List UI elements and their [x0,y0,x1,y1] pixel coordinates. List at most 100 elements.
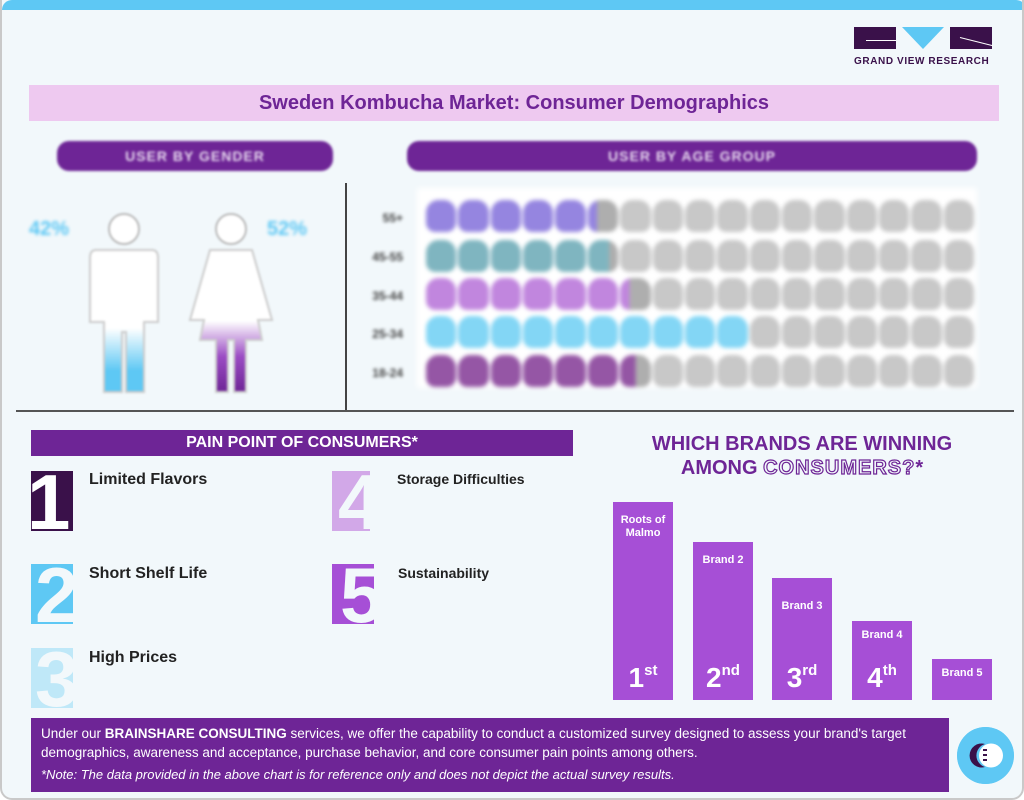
age-icon-row-35-44 [426,276,975,312]
top-accent-bar [2,0,1022,10]
person-icon [781,355,813,387]
age-label-55-plus: 55+ [382,211,403,225]
person-icon [684,200,716,232]
age-icon-row-18-24 [426,353,975,389]
pain-number-1-icon: 1 [31,471,73,531]
person-icon [749,316,780,348]
age-label-35-44: 35-44 [372,289,403,303]
pain-point-high-prices: High Prices [89,649,178,666]
footer-description: Under our BRAINSHARE CONSULTING services… [41,726,906,760]
person-icon [879,240,910,272]
person-icon [717,278,748,310]
person-icon [426,278,457,310]
brand-name-3: Brand 3 [781,600,823,612]
brand-name-1: Roots of Malmo [620,514,666,539]
person-icon [814,316,845,348]
person-icon [814,200,845,232]
person-icon [911,200,942,232]
person-icon [749,278,780,310]
brand-bar-1: Roots of Malmo 1st [613,502,673,700]
pain-number-3-icon: 3 [31,648,73,708]
gender-section-label: USER BY GENDER [57,141,333,171]
person-icon [781,240,813,272]
brands-title-consumers: CONSUMERS? [762,456,916,479]
pain-point-short-shelf-life: Short Shelf Life [89,565,208,582]
brands-title-asterisk: * [915,457,924,479]
brand-bar-2: Brand 2 2nd [693,542,753,700]
person-icon [458,316,489,348]
person-icon [652,278,683,310]
male-figure-icon [89,213,159,393]
person-icon [846,355,878,387]
person-icon [943,355,975,387]
person-icon [523,316,554,348]
person-icon [814,240,845,272]
age-label-25-34: 25-34 [372,327,403,341]
male-percentage: 42% [29,218,70,240]
person-icon [846,316,878,348]
pain-point-sustainability: Sustainability [398,565,490,581]
person-icon [426,355,457,387]
pain-point-limited-flavors: Limited Flavors [89,471,208,488]
horizontal-divider [16,410,1014,412]
person-icon [490,355,522,387]
person-icon [814,355,845,387]
age-icon-row-45-55 [426,238,975,274]
person-icon [846,278,878,310]
person-icon [620,278,651,310]
person-icon [879,200,910,232]
person-icon [846,240,878,272]
person-icon [555,240,586,272]
person-icon [879,355,910,387]
person-icon [846,200,878,232]
person-icon [523,355,554,387]
person-icon [555,355,586,387]
person-icon [943,316,975,348]
person-icon [749,355,780,387]
age-icon-row-25-34 [426,314,975,350]
person-icon [620,240,651,272]
person-icon [555,200,586,232]
pain-number-5-icon: 5 [332,564,374,624]
brainshare-consulting-text: BRAINSHARE CONSULTING [104,726,287,741]
logo-text: GRAND VIEW RESEARCH [854,56,990,67]
person-icon [749,200,780,232]
brand-rank-2: 2nd [706,662,740,693]
person-icon [458,240,489,272]
age-label-45-55: 45-55 [372,250,403,264]
person-icon [555,316,586,348]
brand-name-5: Brand 5 [941,667,983,679]
page-title: Sweden Kombucha Market: Consumer Demogra… [258,92,770,114]
age-label-18-24: 18-24 [372,366,403,380]
age-icon-row-55-plus [426,198,975,234]
person-icon [684,355,716,387]
person-icon [781,316,813,348]
brands-title: WHICH BRANDS ARE WINNING AMONG CONSUMERS… [612,432,992,480]
person-icon [458,355,489,387]
person-icon [426,240,457,272]
person-icon [587,200,619,232]
person-icon [684,278,716,310]
pain-points-title: PAIN POINT OF CONSUMERS* [31,430,573,456]
person-icon [911,355,942,387]
person-icon [879,278,910,310]
person-icon [781,278,813,310]
person-icon [490,316,522,348]
brand-rank-3: 3rd [786,662,818,693]
person-icon [555,278,586,310]
person-icon [587,240,619,272]
person-icon [911,240,942,272]
person-icon [652,355,683,387]
pain-point-storage-difficulties: Storage Difficulties [397,471,525,487]
logo-r-icon [950,27,992,49]
person-icon [749,240,780,272]
person-icon [717,200,748,232]
footer-note-box: Under our BRAINSHARE CONSULTING services… [31,718,949,792]
person-icon [620,316,651,348]
person-icon [426,200,457,232]
person-icon [587,278,619,310]
brands-title-among: AMONG [680,457,764,479]
brand-bar-3: Brand 3 3rd [772,578,832,700]
person-icon [620,200,651,232]
